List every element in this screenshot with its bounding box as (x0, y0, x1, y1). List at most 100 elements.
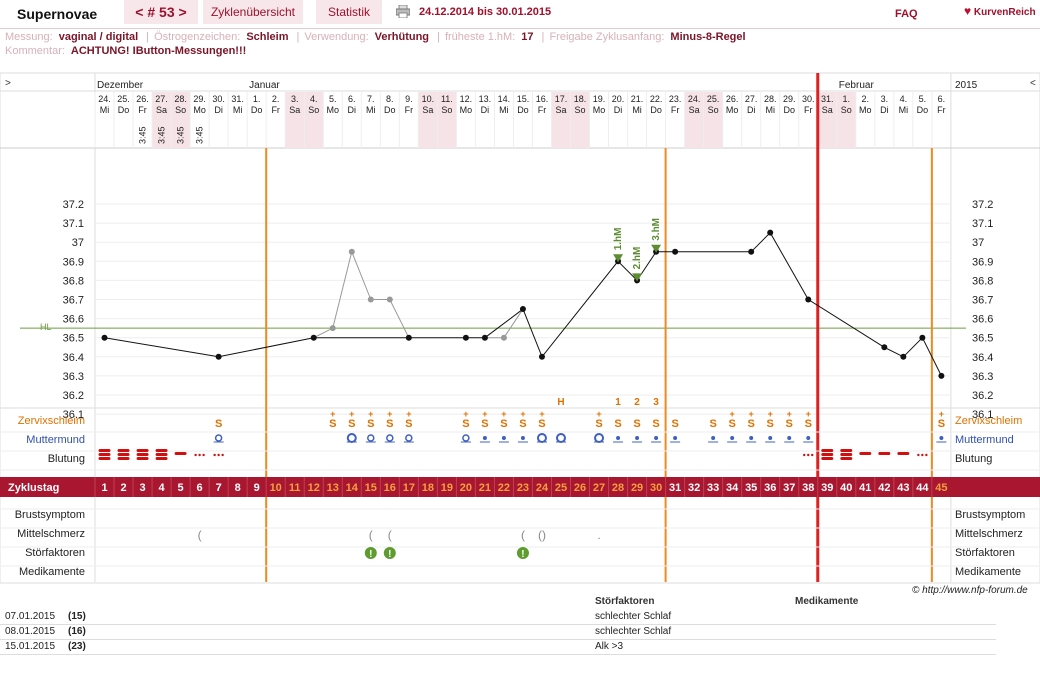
cycle-day-number: 25 (555, 482, 567, 494)
temp-point (348, 248, 355, 255)
excluded-temp-segment (389, 299, 410, 338)
cervix-closed (787, 436, 792, 440)
temp-point (672, 248, 679, 255)
cervix-closed (501, 436, 506, 440)
printer-icon[interactable] (396, 5, 410, 18)
y-tick-label-left: 37 (72, 237, 84, 249)
temp-point (538, 353, 545, 360)
row-label-right: Mittelschmerz (955, 528, 1023, 540)
cycle-day-number: 13 (327, 482, 339, 494)
hilo-label: HL (40, 322, 52, 332)
temp-point (805, 296, 812, 303)
weekday-label: Fr (538, 105, 547, 115)
weekday-label: Do (118, 105, 130, 115)
cycle-day-number: 31 (669, 482, 681, 494)
cervix-closed (939, 436, 944, 440)
cycle-day-number: 26 (574, 482, 586, 494)
bleeding-spot (213, 453, 216, 457)
temp-point (481, 334, 488, 341)
bleeding-spot (198, 453, 201, 457)
cycle-day-number: 5 (178, 482, 184, 494)
cervix-closed (482, 436, 487, 440)
cycle-day-number: 3 (139, 482, 145, 494)
weekday-label: Mo (460, 105, 473, 115)
cycle-day-number: 2 (120, 482, 126, 494)
bleeding-bar (859, 452, 872, 455)
bleeding-bar (155, 453, 168, 456)
cycle-day-number: 44 (916, 482, 929, 494)
weekday-label: So (841, 105, 852, 115)
weekend-shade (703, 92, 723, 148)
cycle-day-number: 39 (821, 482, 833, 494)
mucus-plus: + (349, 409, 354, 419)
cycle-day-label: Zyklustag (8, 482, 59, 494)
year-label: 2015 (955, 80, 978, 91)
mucus-symbol: S (728, 418, 735, 430)
cycle-day-number: 21 (479, 482, 491, 494)
row-label-left: Störfaktoren (25, 547, 85, 559)
y-tick-label-right: 37 (972, 237, 984, 249)
date-label: 24. (688, 94, 701, 104)
copyright-text: © http://www.nfp-forum.de (912, 585, 1028, 596)
mucus-plus: + (806, 409, 811, 419)
temp-point (405, 334, 412, 341)
row-label-right: Zervixschleim (955, 415, 1022, 427)
bleeding-bar (98, 449, 111, 452)
y-tick-label-right: 36.3 (972, 371, 993, 383)
tab-statistics[interactable]: Statistik (316, 0, 382, 24)
date-label: 28. (764, 94, 777, 104)
date-label: 19. (593, 94, 606, 104)
date-label: 25. (117, 94, 130, 104)
mucus-symbol: S (481, 418, 488, 430)
mucus-plus: + (939, 409, 944, 419)
weekday-label: So (575, 105, 586, 115)
date-label: 31. (231, 94, 244, 104)
temp-point (462, 334, 469, 341)
date-label: 8. (386, 94, 394, 104)
weekday-label: Di (880, 105, 889, 115)
y-tick-label-right: 36.1 (972, 409, 993, 421)
weekday-label: Mo (193, 105, 206, 115)
tab-cycle-overview[interactable]: Zyklenübersicht (203, 0, 303, 24)
weekday-label: Di (348, 105, 357, 115)
date-label: 9. (405, 94, 413, 104)
peak-count: 1 (615, 397, 621, 408)
temp-point (386, 296, 393, 303)
weekend-shade (684, 92, 704, 148)
row-label-right: Blutung (955, 453, 992, 465)
meta-label: Messung: (5, 31, 53, 43)
y-tick-label-left: 37.2 (63, 199, 84, 211)
weekday-label: Sa (422, 105, 433, 115)
table-row: 07.01.2015 (15) schlechter Schlaf (0, 610, 996, 625)
row-label-left: Muttermund (26, 434, 85, 446)
mucus-plus: + (387, 409, 392, 419)
meta-separator: | (437, 31, 440, 43)
date-label: 5. (329, 94, 337, 104)
weekday-label: Di (214, 105, 223, 115)
bleeding-bar (136, 449, 149, 452)
cycle-day-number: 7 (216, 482, 222, 494)
meta-value: Schleim (246, 31, 289, 43)
cycle-day-number: 33 (707, 482, 719, 494)
cycle-day-number: 32 (688, 482, 700, 494)
bleeding-bar (878, 452, 891, 455)
mucus-plus: + (368, 409, 373, 419)
cycle-day-number: 40 (840, 482, 852, 494)
logo-icon: ♥ (964, 4, 972, 18)
bleeding-spot (811, 453, 814, 457)
temp-point (767, 229, 774, 236)
faq-link[interactable]: FAQ (895, 8, 918, 20)
cycle-day-number: 36 (764, 482, 776, 494)
cycle-day-number: 37 (783, 482, 795, 494)
bleeding-bar (98, 457, 111, 460)
comment-label: Kommentar: (5, 45, 65, 57)
table-row: 15.01.2015 (23) Alk >3 (0, 640, 996, 655)
cycle-day-number: 23 (517, 482, 529, 494)
cycle-nav-button[interactable]: < # 53 > (124, 0, 198, 24)
peak-count: 3 (653, 397, 659, 408)
logo[interactable]: ♥ KurvenReich (964, 4, 1036, 18)
date-label: 27. (745, 94, 758, 104)
mucus-symbol: S (348, 418, 355, 430)
mucus-symbol: S (519, 418, 526, 430)
disturb-mark: ! (388, 549, 391, 560)
